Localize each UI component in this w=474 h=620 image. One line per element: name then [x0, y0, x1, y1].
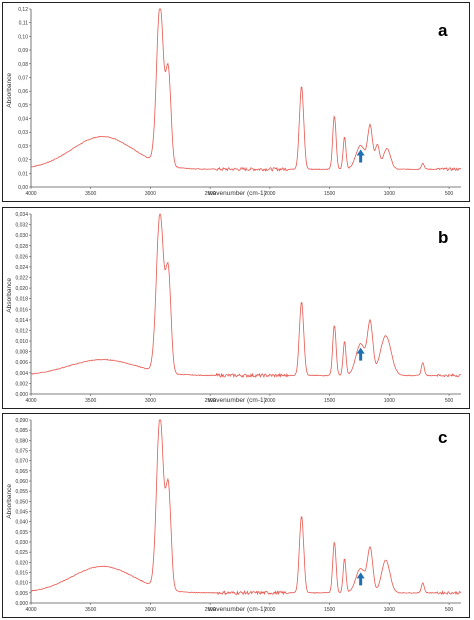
- y-tick-label: 0,02: [18, 158, 28, 164]
- y-tick-label: 0,016: [15, 307, 28, 313]
- panel-label-b: b: [438, 228, 449, 247]
- y-tick-label: 0,03: [18, 144, 28, 150]
- panel-label-a: a: [438, 21, 448, 40]
- y-tick-label: 0,065: [15, 469, 28, 475]
- x-tick-label: 1500: [324, 191, 335, 197]
- y-tick-label: 0,070: [15, 459, 28, 465]
- y-tick-label: 0,050: [15, 499, 28, 505]
- y-tick-label: 0,004: [15, 371, 28, 377]
- x-tick-label: 3500: [85, 607, 96, 613]
- y-tick-label: 0,07: [18, 75, 28, 81]
- y-tick-label: 0,080: [15, 438, 28, 444]
- y-tick-label: 0,045: [15, 510, 28, 516]
- x-tick-label: 3000: [145, 607, 156, 613]
- x-tick-label: 2000: [264, 191, 275, 197]
- y-tick-label: 0,00: [18, 185, 28, 191]
- y-tick-label: 0,020: [15, 286, 28, 292]
- x-tick-label: 1500: [324, 398, 335, 404]
- x-tick-label: 1000: [384, 607, 395, 613]
- y-tick-label: 0,06: [18, 89, 28, 95]
- x-tick-label: 2500: [205, 398, 216, 404]
- y-tick-label: 0,04: [18, 117, 28, 123]
- arrow-marker: [356, 347, 365, 361]
- y-tick-label: 0,014: [15, 318, 28, 324]
- y-tick-label: 0,01: [18, 171, 28, 177]
- x-tick-label: 3500: [85, 191, 96, 197]
- x-tick-label: 2000: [264, 607, 275, 613]
- panel-label-c: c: [438, 428, 448, 447]
- y-tick-label: 0,055: [15, 489, 28, 495]
- x-tick-label: 1500: [324, 607, 335, 613]
- y-tick-label: 0,010: [15, 339, 28, 345]
- y-tick-label: 0,032: [15, 223, 28, 229]
- spectrum-chart-b: 0,000 0,002 0,004 0,006 0,008 0,010 0,012 0,014…: [15, 212, 462, 404]
- x-tick-label: 500: [445, 191, 454, 197]
- x-axis-label: wavenumber (cm-1): [208, 606, 266, 613]
- x-tick-label: 1000: [384, 191, 395, 197]
- x-tick-label: 3000: [145, 191, 156, 197]
- y-tick-label: 0,005: [15, 591, 28, 597]
- y-tick-label: 0,028: [15, 244, 28, 250]
- x-tick-label: 4000: [25, 191, 36, 197]
- y-tick-label: 0,085: [15, 428, 28, 434]
- y-tick-label: 0,000: [15, 392, 28, 398]
- y-tick-label: 0,024: [15, 265, 28, 271]
- y-tick-label: 0,034: [15, 212, 28, 218]
- x-tick-label: 4000: [25, 607, 36, 613]
- y-tick-label: 0,012: [15, 328, 28, 334]
- y-tick-label: 0,11: [19, 21, 29, 27]
- spectrum-chart-a: 0,00 0,01 0,02 0,03 0,03 0,04 0,05 0,06 0,07 0,08…: [18, 7, 462, 197]
- x-axis-label: wavenumber (cm-1): [208, 397, 266, 404]
- x-tick-label: 2000: [264, 398, 275, 404]
- spectrum-panel-c: Absorbance wavenumber (cm-1) c 0,000 0,00…: [2, 413, 470, 618]
- y-tick-label: 0,05: [18, 103, 28, 109]
- y-tick-label: 0,015: [15, 571, 28, 577]
- y-tick-label: 0,008: [15, 350, 28, 356]
- y-tick-label: 0,090: [15, 418, 28, 424]
- y-tick-label: 0,000: [15, 601, 28, 607]
- y-tick-label: 0,030: [15, 540, 28, 546]
- x-tick-label: 500: [445, 607, 454, 613]
- y-tick-label: 0,040: [15, 520, 28, 526]
- x-tick-label: 500: [445, 398, 454, 404]
- x-tick-label: 4000: [25, 398, 36, 404]
- spectrum-line: [30, 213, 462, 379]
- spectrum-panel-a: Absorbance wavenumber (cm-1) a 0,00 0,01 0…: [2, 2, 470, 202]
- x-tick-label: 2500: [205, 191, 216, 197]
- y-tick-label: 0,025: [15, 550, 28, 556]
- y-tick-label: 0,035: [15, 530, 28, 536]
- y-tick-label: 0,002: [15, 381, 28, 387]
- y-tick-label: 0,010: [15, 581, 28, 587]
- y-tick-label: 0,03: [18, 130, 28, 136]
- y-tick-label: 0,030: [15, 233, 28, 239]
- y-tick-label: 0,020: [15, 560, 28, 566]
- y-tick-label: 0,12: [18, 7, 28, 13]
- y-tick-label: 0,060: [15, 479, 28, 485]
- x-tick-label: 3000: [145, 398, 156, 404]
- spectrum-panel-b: Absorbance wavenumber (cm-1) b 0,000 0,00…: [2, 207, 470, 409]
- spectrum-line: [30, 419, 461, 596]
- x-tick-label: 3500: [85, 398, 96, 404]
- arrow-marker: [356, 572, 365, 586]
- arrow-marker: [356, 149, 365, 163]
- spectrum-line: [30, 8, 462, 172]
- y-tick-label: 0,022: [15, 276, 28, 282]
- y-tick-label: 0,08: [18, 62, 28, 68]
- y-tick-label: 0,10: [18, 34, 28, 40]
- y-tick-label: 0,018: [15, 297, 28, 303]
- spectrum-chart-c: 0,000 0,005 0,010 0,015 0,020 0,025 0,030 0,035…: [15, 418, 461, 613]
- y-tick-label: 0,006: [15, 360, 28, 366]
- y-tick-label: 0,09: [18, 48, 28, 54]
- y-tick-label: 0,026: [15, 254, 28, 260]
- x-axis-label: wavenumber (cm-1): [208, 190, 266, 197]
- x-tick-label: 1000: [384, 398, 395, 404]
- y-tick-label: 0,075: [15, 449, 28, 455]
- x-tick-label: 2500: [205, 607, 216, 613]
